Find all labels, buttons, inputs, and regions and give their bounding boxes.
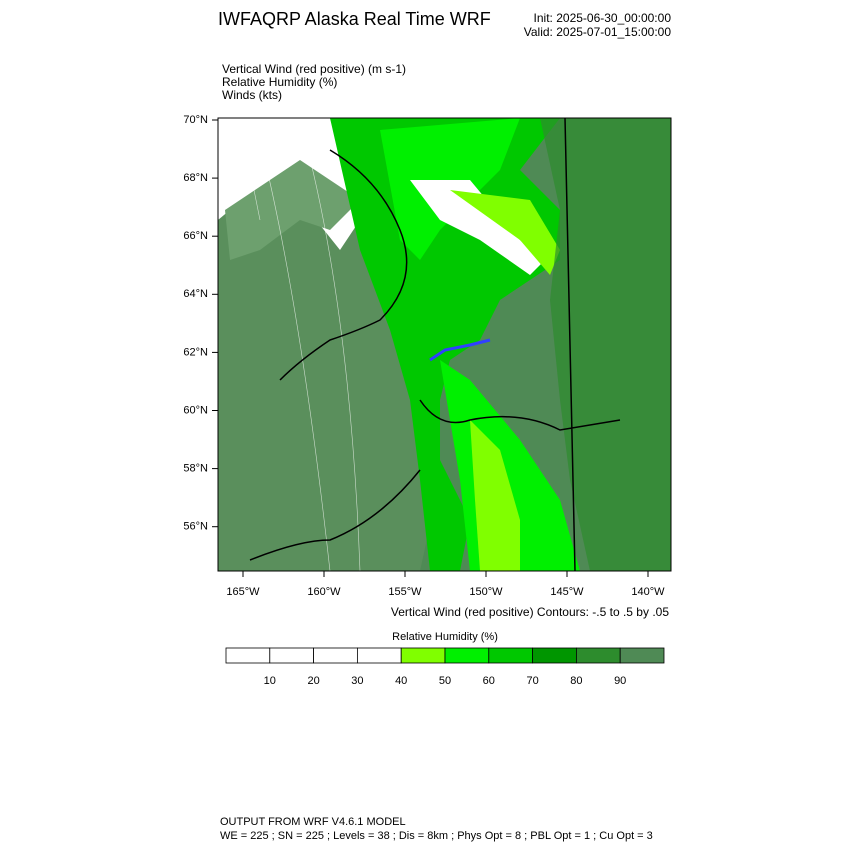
lat-label: 70°N [183, 114, 208, 126]
colorbar-tick-label: 30 [351, 675, 363, 687]
colorbar-box [400, 647, 446, 664]
footer-line: OUTPUT FROM WRF V4.6.1 MODEL [220, 816, 406, 828]
map-field [218, 118, 671, 571]
colorbar-box [356, 647, 402, 664]
colorbar-box [444, 647, 490, 664]
colorbar-tick-label: 60 [483, 675, 495, 687]
colorbar-box [619, 647, 665, 664]
colorbar-tick-label: 80 [570, 675, 582, 687]
field-label: Winds (kts) [222, 88, 282, 102]
lat-label: 56°N [183, 521, 208, 533]
lat-label: 64°N [183, 288, 208, 300]
colorbar-tick-label: 40 [395, 675, 407, 687]
map-frame [217, 117, 672, 572]
colorbar-box [225, 647, 271, 664]
lon-label: 160°W [307, 586, 341, 598]
colorbar-box [488, 647, 533, 664]
init-time: Init: 2025-06-30_00:00:00 [534, 11, 672, 25]
lon-label: 165°W [226, 586, 260, 598]
valid-time: Valid: 2025-07-01_15:00:00 [524, 25, 672, 39]
colorbar-tick-label: 90 [614, 675, 626, 687]
lat-label: 62°N [183, 346, 208, 358]
lon-label: 155°W [388, 586, 422, 598]
colorbar-tick-label: 70 [526, 675, 538, 687]
field-label: Relative Humidity (%) [222, 75, 337, 89]
lon-label: 150°W [469, 586, 503, 598]
colorbar-box [269, 647, 314, 664]
lon-label: 140°W [631, 586, 665, 598]
field-label: Vertical Wind (red positive) (m s-1) [222, 62, 406, 76]
lon-label: 145°W [550, 586, 584, 598]
colorbar-tick-label: 50 [439, 675, 451, 687]
colorbar-box [532, 647, 577, 664]
title: IWFAQRP Alaska Real Time WRF [218, 9, 491, 29]
colorbar-tick-label: 20 [307, 675, 319, 687]
lat-label: 58°N [183, 463, 208, 475]
colorbar-box [576, 647, 621, 664]
footer-line: WE = 225 ; SN = 225 ; Levels = 38 ; Dis … [220, 830, 653, 842]
colorbar-tick-label: 10 [264, 675, 276, 687]
colorbar-box [313, 647, 358, 664]
colorbar-title: Relative Humidity (%) [392, 631, 498, 643]
lat-label: 60°N [183, 404, 208, 416]
lat-label: 68°N [183, 172, 208, 184]
lat-label: 66°N [183, 230, 208, 242]
contour-note: Vertical Wind (red positive) Contours: -… [391, 605, 669, 619]
